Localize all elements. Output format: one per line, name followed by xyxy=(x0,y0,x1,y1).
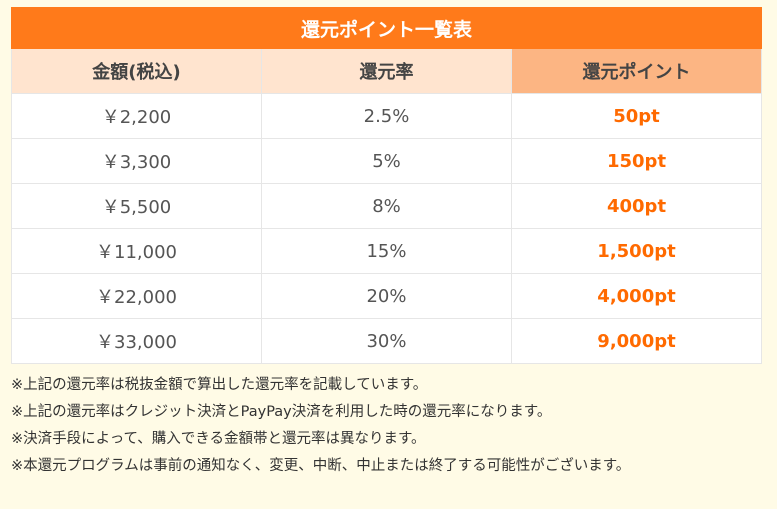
points-cell: 400pt xyxy=(510,183,763,229)
amount-cell: ￥11,000 xyxy=(11,228,262,274)
table-row: ￥33,000 30% 9,000pt xyxy=(11,318,763,364)
table-row: ￥11,000 15% 1,500pt xyxy=(11,228,763,274)
table-row: ￥22,000 20% 4,000pt xyxy=(11,273,763,319)
note-text: ※上記の還元率はクレジット決済とPayPay決済を利用した時の還元率になります。 xyxy=(11,404,552,420)
table-row: ￥2,200 2.5% 50pt xyxy=(11,93,763,139)
amount-cell: ￥3,300 xyxy=(11,138,262,184)
table-title-row: 還元ポイント一覧表 xyxy=(10,7,763,49)
rate-cell: 20% xyxy=(261,273,512,319)
column-header-rate: 還元率 xyxy=(261,48,512,94)
points-cell: 50pt xyxy=(510,93,763,139)
rate-cell: 30% xyxy=(261,318,512,364)
points-cell: 9,000pt xyxy=(510,318,763,364)
table-row: ￥3,300 5% 150pt xyxy=(11,138,763,184)
column-header-amount: 金額(税込) xyxy=(11,48,262,94)
points-cell: 1,500pt xyxy=(510,228,763,274)
points-cell: 150pt xyxy=(510,138,763,184)
table-header-row: 金額(税込) 還元率 還元ポイント xyxy=(11,48,763,94)
amount-cell: ￥2,200 xyxy=(11,93,262,139)
amount-cell: ￥33,000 xyxy=(11,318,262,364)
note-text: ※決済手段によって、購入できる金額帯と還元率は異なります。 xyxy=(11,431,426,447)
points-cell: 4,000pt xyxy=(510,273,763,319)
note-text: ※上記の還元率は税抜金額で算出した還元率を記載しています。 xyxy=(11,377,428,393)
amount-cell: ￥22,000 xyxy=(11,273,262,319)
rate-cell: 15% xyxy=(261,228,512,274)
points-table-container: 還元ポイント一覧表 金額(税込) 還元率 還元ポイント ￥2,200 2.5% … xyxy=(10,7,763,480)
points-table: 還元ポイント一覧表 金額(税込) 還元率 還元ポイント ￥2,200 2.5% … xyxy=(10,7,763,364)
amount-cell: ￥5,500 xyxy=(11,183,262,229)
table-row: ￥5,500 8% 400pt xyxy=(11,183,763,229)
note-text: ※本還元プログラムは事前の通知なく、変更、中断、中止または終了する可能性がござい… xyxy=(11,458,631,474)
rate-cell: 5% xyxy=(261,138,512,184)
rate-cell: 8% xyxy=(261,183,512,229)
column-header-points: 還元ポイント xyxy=(510,48,763,94)
table-title: 還元ポイント一覧表 xyxy=(10,7,763,49)
notes-section: ※上記の還元率は税抜金額で算出した還元率を記載しています。 ※上記の還元率はクレ… xyxy=(11,372,761,480)
rate-cell: 2.5% xyxy=(261,93,512,139)
